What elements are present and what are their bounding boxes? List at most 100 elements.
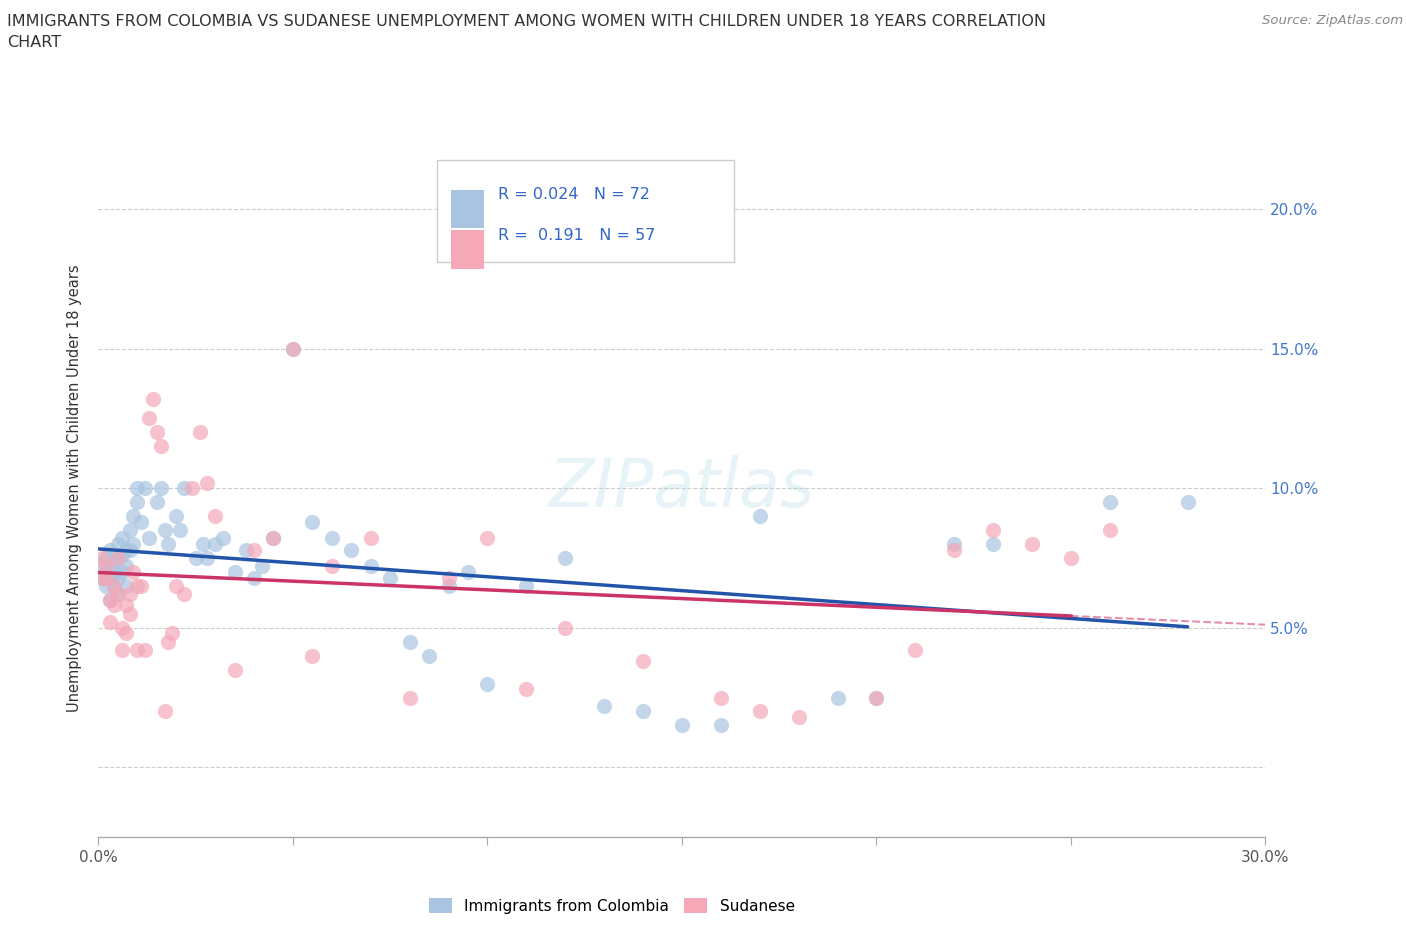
Bar [451, 190, 484, 228]
Point [710, 690, 733, 705]
Point [477, 676, 499, 691]
Point [593, 698, 616, 713]
Point [96, 559, 118, 574]
Point [114, 578, 136, 593]
Point [398, 690, 420, 705]
Point [103, 565, 125, 579]
Point [865, 690, 887, 705]
Point [114, 626, 136, 641]
Point [103, 551, 125, 565]
Point [111, 531, 134, 546]
Point [224, 565, 246, 579]
Point [173, 481, 195, 496]
Point [107, 570, 129, 585]
Point [153, 523, 176, 538]
Point [91, 570, 114, 585]
Text: ZIPatlas: ZIPatlas [548, 456, 815, 521]
Point [515, 578, 537, 593]
Point [165, 509, 187, 524]
Point [138, 531, 160, 546]
Point [748, 509, 770, 524]
Text: R = 0.024   N = 72: R = 0.024 N = 72 [498, 187, 650, 203]
Point [122, 537, 145, 551]
Point [262, 531, 284, 546]
Point [96, 565, 118, 579]
Point [91, 556, 114, 571]
Point [127, 495, 149, 510]
Point [195, 551, 218, 565]
Point [865, 690, 887, 705]
Point [173, 587, 195, 602]
Point [250, 559, 273, 574]
Point [457, 565, 479, 579]
Point [340, 542, 363, 557]
Point [103, 578, 125, 593]
Point [281, 341, 304, 356]
Point [243, 570, 266, 585]
Point [114, 598, 136, 613]
Point [98, 559, 121, 574]
Bar [451, 231, 484, 269]
Point [127, 643, 149, 658]
Point [118, 523, 141, 538]
Point [437, 570, 460, 585]
Point [129, 578, 152, 593]
Point [554, 551, 576, 565]
Point [554, 620, 576, 635]
Point [193, 537, 215, 551]
Point [321, 559, 343, 574]
Point [1098, 495, 1121, 510]
Point [122, 565, 145, 579]
Point [149, 439, 172, 454]
Point [107, 551, 129, 565]
Point [1098, 523, 1121, 538]
Point [111, 548, 134, 563]
Point [118, 606, 141, 621]
Point [98, 570, 121, 585]
Point [111, 620, 134, 635]
Point [114, 559, 136, 574]
Point [98, 592, 121, 607]
Point [169, 523, 191, 538]
Point [981, 537, 1004, 551]
Point [153, 704, 176, 719]
Point [671, 718, 693, 733]
Point [981, 523, 1004, 538]
Point [787, 710, 810, 724]
Point [631, 704, 654, 719]
Point [204, 509, 226, 524]
FancyBboxPatch shape [437, 161, 734, 261]
Point [301, 514, 323, 529]
Point [157, 537, 180, 551]
Point [398, 634, 420, 649]
Point [98, 542, 121, 557]
Point [204, 537, 226, 551]
Point [134, 643, 156, 658]
Point [477, 531, 499, 546]
Point [122, 509, 145, 524]
Point [748, 704, 770, 719]
Point [180, 481, 202, 496]
Point [91, 551, 114, 565]
Point [360, 531, 382, 546]
Point [1060, 551, 1083, 565]
Point [142, 392, 165, 406]
Point [146, 425, 169, 440]
Point [281, 341, 304, 356]
Point [904, 643, 927, 658]
Point [224, 662, 246, 677]
Point [111, 643, 134, 658]
Point [188, 425, 211, 440]
Point [127, 578, 149, 593]
Point [235, 542, 257, 557]
Point [262, 531, 284, 546]
Point [162, 626, 184, 641]
Point [107, 537, 129, 551]
Point [149, 481, 172, 496]
Point [710, 718, 733, 733]
Point [134, 481, 156, 496]
Point [118, 542, 141, 557]
Point [184, 551, 207, 565]
Point [321, 531, 343, 546]
Point [827, 690, 849, 705]
